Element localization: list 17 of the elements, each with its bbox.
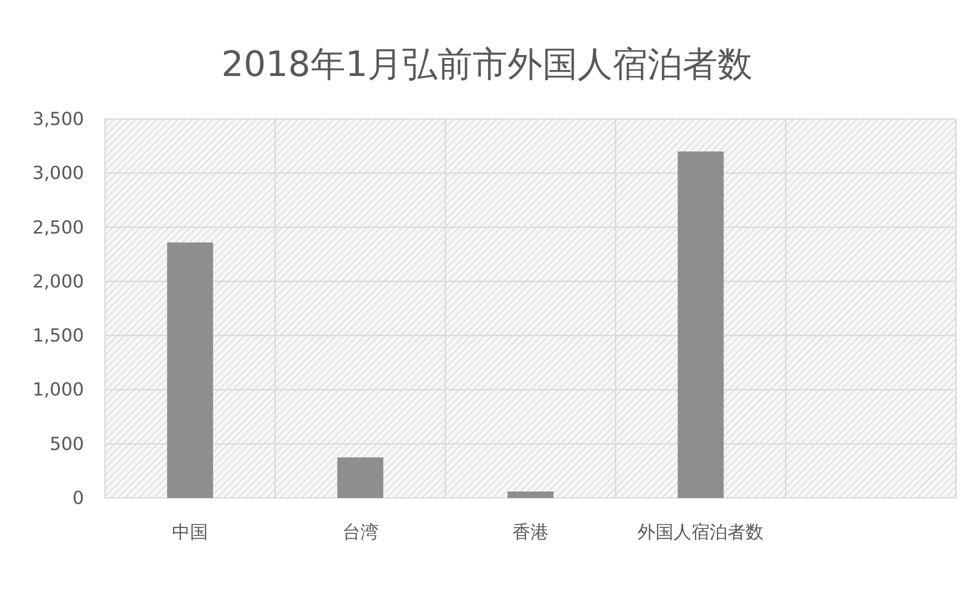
- y-tick-label: 2,500: [32, 217, 84, 238]
- y-tick-label: 500: [50, 434, 84, 455]
- bar: [678, 151, 724, 498]
- y-tick-label: 0: [72, 488, 84, 509]
- bar: [337, 457, 384, 498]
- y-tick-label: 3,000: [32, 163, 84, 184]
- y-tick-label: 3,500: [32, 109, 84, 130]
- bar: [167, 242, 214, 498]
- y-tick-label: 1,000: [32, 380, 84, 401]
- y-tick-label: 2,000: [32, 271, 84, 292]
- bar: [508, 492, 554, 498]
- x-tick-label: 中国: [172, 522, 208, 543]
- x-tick-label: 香港: [512, 522, 548, 543]
- chart-title: 2018年1月弘前市外国人宿泊者数: [221, 45, 753, 85]
- x-tick-label: 外国人宿泊者数: [638, 522, 764, 543]
- y-tick-label: 1,500: [32, 326, 84, 347]
- x-tick-label: 台湾: [342, 522, 378, 543]
